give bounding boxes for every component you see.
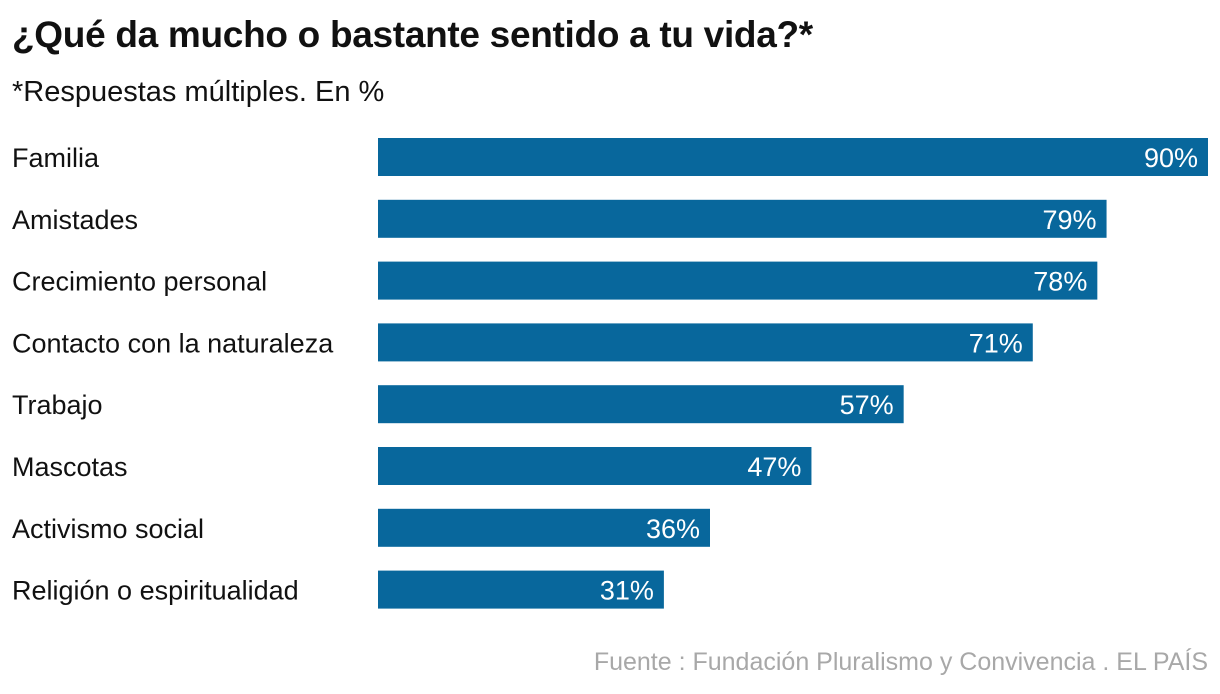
value-label: 79% [1043,205,1097,235]
value-label: 31% [600,576,654,606]
value-label: 90% [1144,143,1198,173]
bar [378,570,664,609]
bar [378,508,710,547]
category-label: Contacto con la naturaleza [12,328,334,358]
bar [378,447,812,485]
category-label: Mascotas [12,452,128,482]
category-label: Activismo social [12,514,204,544]
category-label: Religión o espiritualidad [12,576,299,606]
bar [378,323,1033,362]
value-label: 36% [646,514,700,544]
category-label: Trabajo [12,390,103,420]
chart-subtitle: *Respuestas múltiples. En % [12,76,385,108]
bar [378,199,1107,238]
value-label: 57% [840,390,894,420]
category-label: Familia [12,143,100,173]
bar [378,385,904,424]
value-label: 47% [747,452,801,482]
bar [378,261,1098,300]
chart-title: ¿Qué da mucho o bastante sentido a tu vi… [12,14,813,55]
value-label: 71% [969,328,1023,358]
category-label: Crecimiento personal [12,267,267,297]
bar [378,138,1208,176]
category-label: Amistades [12,205,138,235]
value-label: 78% [1033,267,1087,297]
source-note: Fuente : Fundación Pluralismo y Conviven… [593,648,1208,676]
